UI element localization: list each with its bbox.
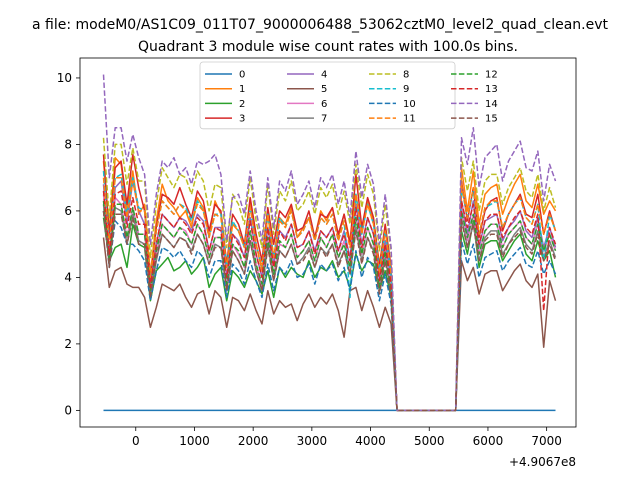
- y-tick-label: 2: [64, 337, 72, 351]
- legend-label-12: 12: [485, 70, 498, 81]
- legend-label-10: 10: [403, 99, 416, 110]
- legend-label-15: 15: [485, 114, 498, 125]
- chart-title: Quadrant 3 module wise count rates with …: [138, 39, 518, 55]
- legend-label-3: 3: [239, 114, 245, 125]
- x-tick-label: 6000: [473, 434, 504, 448]
- y-tick-label: 10: [57, 71, 72, 85]
- legend-label-4: 4: [321, 70, 327, 81]
- x-tick-label: 2000: [238, 434, 269, 448]
- legend-label-1: 1: [239, 84, 245, 95]
- y-tick-label: 8: [64, 137, 72, 151]
- legend-label-7: 7: [321, 114, 327, 125]
- x-offset-label: +4.9067e8: [509, 455, 576, 469]
- x-tick-label: 3000: [297, 434, 328, 448]
- legend-label-14: 14: [485, 99, 498, 110]
- legend-label-8: 8: [403, 70, 409, 81]
- x-tick-label: 0: [132, 434, 140, 448]
- legend-label-5: 5: [321, 84, 327, 95]
- y-tick-label: 0: [64, 403, 72, 417]
- y-tick-label: 4: [64, 270, 72, 284]
- legend-label-6: 6: [321, 99, 327, 110]
- legend-label-0: 0: [239, 70, 245, 81]
- x-tick-label: 4000: [355, 434, 386, 448]
- x-tick-label: 7000: [531, 434, 562, 448]
- legend-label-2: 2: [239, 99, 245, 110]
- legend-label-13: 13: [485, 84, 498, 95]
- figure-suptitle: a file: modeM0/AS1C09_011T07_9000006488_…: [32, 17, 609, 33]
- y-tick-label: 6: [64, 204, 72, 218]
- legend-label-9: 9: [403, 84, 409, 95]
- x-tick-label: 5000: [414, 434, 445, 448]
- legend-label-11: 11: [403, 114, 416, 125]
- x-tick-label: 1000: [179, 434, 210, 448]
